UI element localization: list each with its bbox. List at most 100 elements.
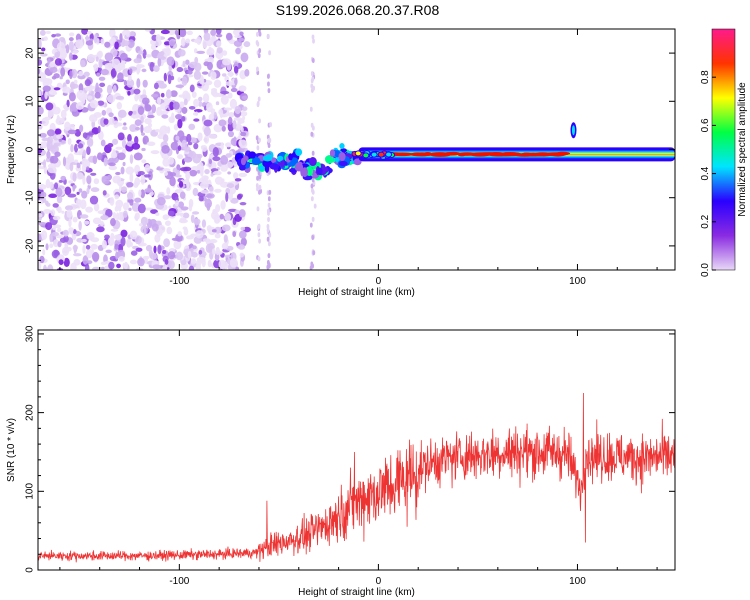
noise-blob bbox=[165, 89, 172, 99]
noise-blob bbox=[117, 152, 126, 161]
noise-blob bbox=[220, 154, 229, 165]
noise-blob bbox=[219, 108, 224, 119]
noise-blob bbox=[53, 87, 61, 91]
noise-blob bbox=[68, 92, 76, 102]
noise-blob bbox=[111, 58, 121, 69]
noise-blob bbox=[38, 221, 47, 226]
noise-blob bbox=[77, 143, 84, 149]
noise-blob bbox=[86, 166, 90, 171]
noise-blob bbox=[114, 194, 120, 200]
noise-blob bbox=[193, 218, 201, 225]
transition-blob bbox=[277, 155, 284, 161]
noise-blob bbox=[202, 38, 208, 49]
noise-blob bbox=[201, 219, 207, 228]
noise-blob bbox=[145, 104, 152, 112]
figure-title: S199.2026.068.20.37.R08 bbox=[275, 2, 440, 18]
noise-blob bbox=[199, 181, 209, 189]
noise-blob bbox=[125, 166, 135, 175]
noise-blob bbox=[174, 29, 179, 36]
noise-blob bbox=[163, 72, 167, 82]
streak-blob bbox=[309, 106, 313, 112]
noise-blob bbox=[233, 34, 242, 39]
noise-blob bbox=[91, 127, 100, 135]
noise-blob bbox=[97, 152, 103, 161]
signal-band-blob bbox=[354, 150, 362, 157]
noise-blob bbox=[57, 206, 62, 214]
noise-blob bbox=[238, 230, 247, 239]
streak-blob bbox=[258, 174, 262, 180]
noise-blob bbox=[141, 132, 145, 136]
noise-blob bbox=[145, 244, 153, 252]
streak-blob bbox=[256, 175, 259, 181]
noise-blob bbox=[50, 209, 56, 216]
noise-blob bbox=[144, 188, 153, 193]
streak-blob bbox=[311, 177, 315, 183]
noise-blob bbox=[121, 40, 130, 47]
noise-blob bbox=[92, 155, 98, 165]
noise-blob bbox=[173, 123, 179, 131]
noise-blob bbox=[240, 52, 249, 63]
noise-blob bbox=[75, 102, 84, 110]
transition-blob bbox=[340, 148, 347, 153]
noise-blob bbox=[45, 78, 53, 85]
streak-blob bbox=[256, 206, 260, 212]
noise-blob bbox=[129, 242, 133, 247]
noise-blob bbox=[89, 195, 99, 205]
streak-blob bbox=[267, 217, 270, 223]
noise-blob bbox=[229, 258, 238, 268]
noise-blob bbox=[48, 193, 58, 198]
noise-blob bbox=[163, 238, 170, 248]
noise-blob bbox=[137, 257, 145, 267]
noise-blob bbox=[131, 143, 141, 150]
noise-blob bbox=[60, 117, 65, 124]
noise-blob bbox=[106, 84, 113, 95]
noise-blob bbox=[135, 126, 140, 131]
noise-blob bbox=[200, 189, 210, 194]
noise-blob bbox=[79, 124, 84, 133]
noise-blob bbox=[187, 70, 193, 75]
noise-blob bbox=[114, 243, 119, 250]
noise-blob bbox=[41, 47, 46, 52]
noise-blob bbox=[220, 200, 226, 210]
noise-blob bbox=[122, 262, 126, 268]
noise-blob bbox=[55, 187, 63, 197]
noise-blob bbox=[68, 180, 74, 184]
transition-blob bbox=[308, 157, 317, 167]
noise-blob bbox=[68, 32, 75, 37]
noise-blob bbox=[207, 259, 212, 268]
noise-blob bbox=[76, 89, 86, 100]
noise-blob bbox=[215, 101, 220, 106]
noise-blob bbox=[212, 170, 222, 176]
noise-blob bbox=[68, 227, 74, 233]
noise-blob bbox=[51, 33, 56, 38]
noise-blob bbox=[236, 194, 243, 200]
streak-blob bbox=[267, 142, 271, 148]
noise-blob bbox=[62, 86, 71, 94]
colorbar-gradient bbox=[711, 28, 736, 271]
noise-blob bbox=[41, 230, 48, 241]
noise-blob bbox=[230, 87, 238, 93]
noise-blob bbox=[101, 175, 110, 185]
noise-blob bbox=[175, 84, 185, 89]
noise-blob bbox=[127, 74, 132, 82]
y-tick-label: -20 bbox=[25, 238, 36, 253]
noise-blob bbox=[213, 214, 222, 223]
noise-blob bbox=[156, 106, 163, 117]
noise-blob bbox=[218, 119, 227, 127]
noise-blob bbox=[119, 52, 128, 61]
noise-blob bbox=[97, 125, 101, 134]
noise-blob bbox=[109, 255, 117, 262]
noise-blob bbox=[182, 60, 186, 68]
noise-blob bbox=[142, 135, 149, 145]
noise-blob bbox=[118, 255, 125, 262]
noise-blob bbox=[146, 141, 156, 146]
noise-blob bbox=[98, 58, 103, 69]
noise-blob bbox=[113, 234, 122, 241]
noise-blob bbox=[230, 197, 239, 204]
noise-blob bbox=[58, 259, 64, 265]
noise-blob bbox=[150, 209, 158, 214]
noise-blob bbox=[220, 164, 228, 172]
noise-blob bbox=[197, 132, 203, 142]
noise-blob bbox=[106, 94, 116, 103]
noise-blob bbox=[108, 112, 114, 118]
